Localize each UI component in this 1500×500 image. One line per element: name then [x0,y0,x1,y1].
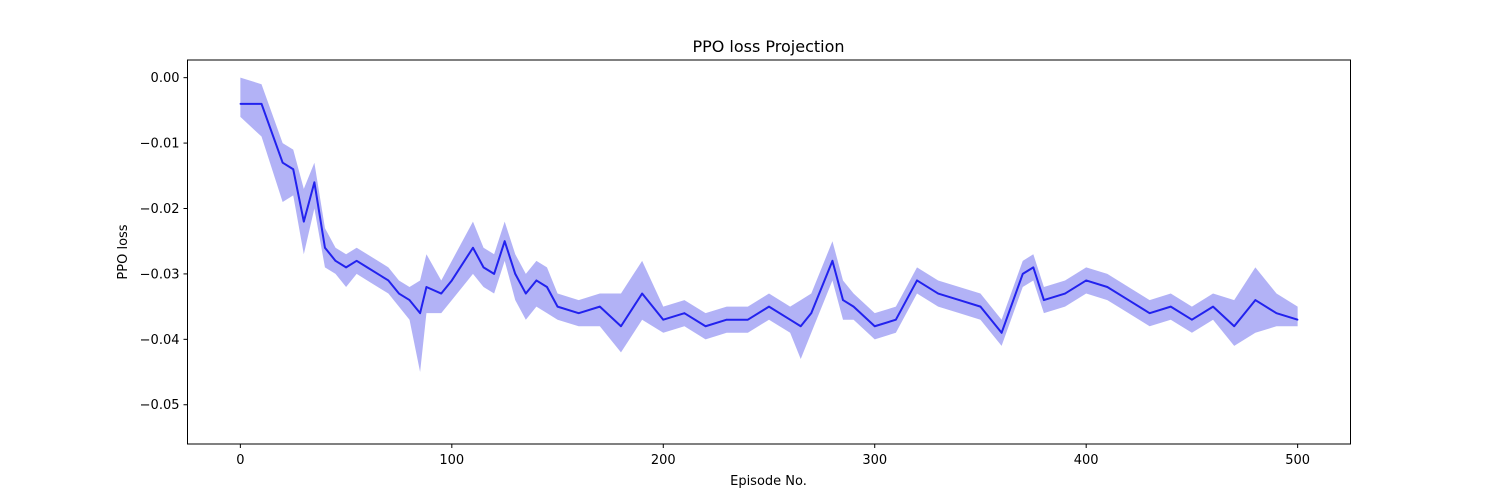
x-tick-label: 100 [439,453,464,468]
data-point [425,286,428,288]
x-axis-ticks: 0 100 200 300 400 500 [236,444,1310,468]
data-point [1032,266,1035,269]
series-0-band [240,77,1298,373]
data-point [810,312,813,314]
data-point [1191,318,1193,321]
data-point [260,103,263,105]
data-point [747,318,749,321]
data-point [398,292,400,295]
data-point [799,325,802,328]
data-point [599,305,601,308]
data-point [1275,312,1278,314]
data-point [303,220,305,223]
data-point [852,305,855,308]
data-point [725,318,728,321]
data-point [1212,305,1214,308]
data-point [281,161,284,164]
x-axis-label: Episode No. [730,474,807,489]
data-point [419,312,421,314]
data-point [895,318,897,321]
data-point [503,240,506,243]
data-point [514,273,517,275]
y-tick-label: −0.01 [140,137,180,152]
x-tick-label: 400 [1074,453,1099,468]
data-point [768,305,770,308]
data-point [842,299,844,301]
data-point [345,266,347,269]
data-point [493,273,495,275]
data-point [451,279,453,282]
data-point [979,305,982,308]
data-point [1296,318,1299,321]
data-point [1127,299,1130,301]
data-point [324,246,326,249]
x-tick-label: 500 [1285,453,1310,468]
data-point [408,299,411,301]
x-tick-label: 0 [236,453,244,468]
data-point [355,260,358,262]
data-point [472,246,474,249]
y-tick-label: −0.04 [140,333,180,348]
data-point [440,292,443,295]
data-point [937,292,939,295]
plot-area [239,77,1299,373]
y-tick-label: 0.00 [151,71,180,86]
y-axis-ticks: 0.00 −0.01 −0.02 −0.03 −0.04 −0.05 [140,71,188,413]
data-point [831,260,834,262]
data-point [556,305,559,308]
x-tick-label: 200 [651,453,676,468]
data-point [620,325,622,328]
data-point [1021,273,1024,275]
y-tick-label: −0.02 [140,202,180,217]
data-point [1000,331,1003,334]
data-point [662,318,665,321]
data-point [1233,325,1235,328]
data-point [535,279,538,282]
data-point [313,181,316,184]
data-point [916,279,918,282]
data-point [239,103,242,105]
data-point [577,312,580,314]
data-point [789,318,791,321]
data-point [958,299,961,301]
data-point [704,325,707,328]
data-point [641,292,643,295]
data-point [1064,292,1066,295]
data-point [873,325,876,328]
data-point [525,292,527,295]
y-tick-label: −0.03 [140,267,180,282]
data-point [1169,305,1172,308]
data-point [1106,286,1109,288]
data-point [334,260,337,262]
data-point [1085,279,1087,282]
data-point [366,266,369,269]
axes-frame [187,59,1351,445]
data-point [546,286,548,288]
data-point [1043,299,1045,301]
data-point [1254,299,1257,301]
y-tick-label: −0.05 [140,398,180,413]
data-point [482,266,485,269]
data-point [1148,312,1151,314]
data-point [387,279,390,282]
chart-title: PPO loss Projection [692,37,844,56]
x-tick-label: 300 [862,453,887,468]
y-axis-label: PPO loss [116,224,131,279]
data-point [683,312,686,314]
data-point [292,168,295,171]
